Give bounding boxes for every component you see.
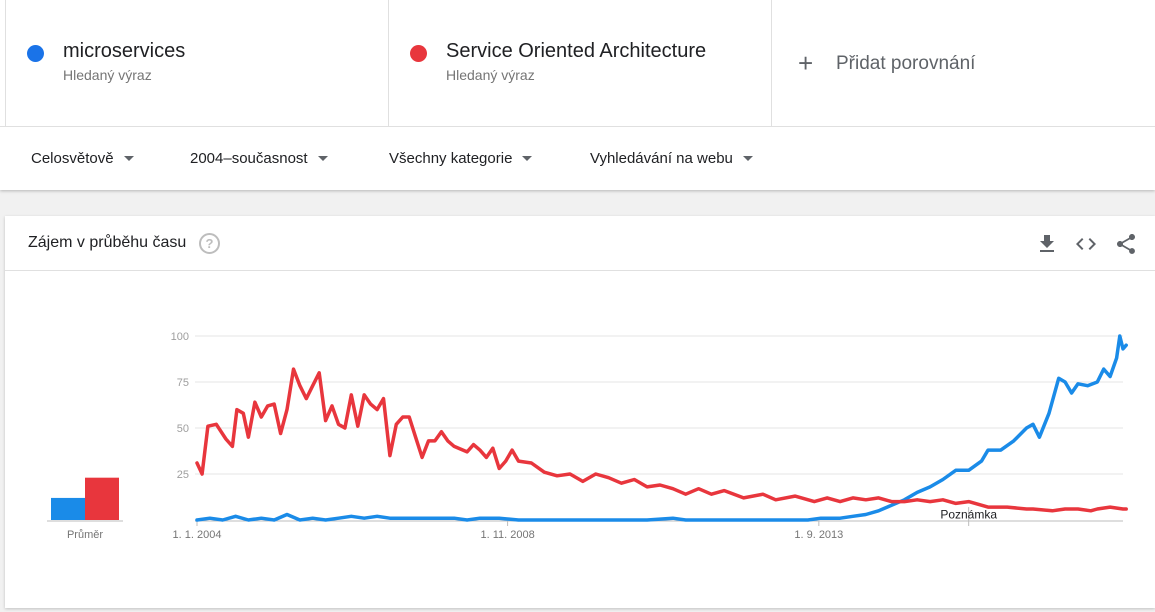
term-card-microservices[interactable]: microservices Hledaný výraz	[5, 0, 389, 126]
term-type-label: Hledaný výraz	[63, 67, 152, 83]
category-filter-dropdown[interactable]: Všechny kategorie	[389, 127, 533, 190]
time-range-filter-dropdown[interactable]: 2004–současnost	[190, 127, 328, 190]
caret-down-icon	[522, 156, 533, 161]
plus-icon: +	[798, 48, 814, 78]
embed-code-icon[interactable]	[1074, 232, 1098, 256]
average-label: Průměr	[67, 529, 103, 541]
caret-down-icon	[123, 156, 134, 161]
category-filter-label: Všechny kategorie	[389, 150, 513, 167]
add-comparison-button[interactable]: + Přidat porovnání	[771, 0, 1155, 126]
term-color-dot-icon	[410, 45, 427, 62]
region-filter-dropdown[interactable]: Celosvětově	[31, 127, 134, 190]
series-line-microservices	[195, 334, 1128, 522]
search-type-filter-label: Vyhledávání na webu	[590, 150, 733, 167]
y-tick-label: 100	[171, 331, 189, 343]
download-icon[interactable]	[1035, 232, 1059, 256]
explore-header: microservices Hledaný výraz Service Orie…	[0, 0, 1155, 190]
filter-bar: Celosvětově 2004–současnost Všechny kate…	[0, 127, 1155, 190]
y-tick-label: 25	[177, 469, 189, 481]
interest-chart: 25 50 75 100 1. 1. 2004 1. 11. 2008 1. 9. 2013…	[47, 331, 1128, 541]
card-header: Zájem v průběhu času ?	[5, 216, 1155, 271]
search-terms-bar: microservices Hledaný výraz Service Orie…	[0, 0, 1155, 127]
add-comparison-label[interactable]: Přidat porovnání	[836, 53, 976, 74]
average-bar-service-oriented-architecture	[85, 477, 119, 520]
time-range-filter-label: 2004–současnost	[190, 150, 308, 167]
share-icon[interactable]	[1114, 232, 1138, 256]
term-card-service-oriented-architecture[interactable]: Service Oriented Architecture Hledaný vý…	[388, 0, 772, 126]
term-color-dot-icon	[27, 45, 44, 62]
x-tick-label: 1. 11. 2008	[480, 529, 534, 541]
term-type-label: Hledaný výraz	[446, 67, 535, 83]
y-tick-label: 75	[177, 377, 189, 389]
term-name[interactable]: microservices	[63, 40, 186, 62]
interest-over-time-card: Zájem v průběhu času ? 25 50 75 100 1. 1. 20…	[5, 216, 1155, 608]
caret-down-icon	[317, 156, 328, 161]
series-line-service-oriented-architecture	[195, 367, 1128, 513]
term-name[interactable]: Service Oriented Architecture	[446, 40, 707, 62]
y-tick-label: 50	[177, 423, 189, 435]
annotation-label: Poznámka	[940, 507, 997, 521]
search-type-filter-dropdown[interactable]: Vyhledávání na webu	[590, 127, 753, 190]
caret-down-icon	[742, 156, 753, 161]
x-tick-label: 1. 1. 2004	[173, 529, 222, 541]
x-tick-label: 1. 9. 2013	[794, 529, 843, 541]
region-filter-label: Celosvětově	[31, 150, 114, 167]
average-bar-microservices	[51, 497, 85, 520]
card-title: Zájem v průběhu času	[28, 234, 187, 251]
help-icon[interactable]: ?	[199, 233, 220, 254]
